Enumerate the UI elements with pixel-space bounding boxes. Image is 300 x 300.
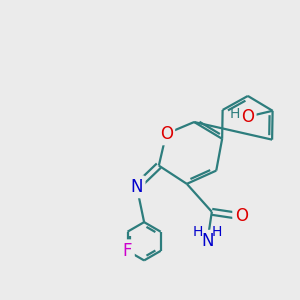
Text: H: H: [212, 225, 222, 239]
Text: N: N: [130, 178, 143, 196]
Text: N: N: [201, 232, 214, 250]
Text: F: F: [123, 242, 132, 260]
Text: O: O: [160, 125, 173, 143]
Text: O: O: [235, 207, 248, 225]
Text: H: H: [193, 225, 203, 239]
Text: O: O: [241, 108, 254, 126]
Text: H: H: [230, 107, 240, 121]
